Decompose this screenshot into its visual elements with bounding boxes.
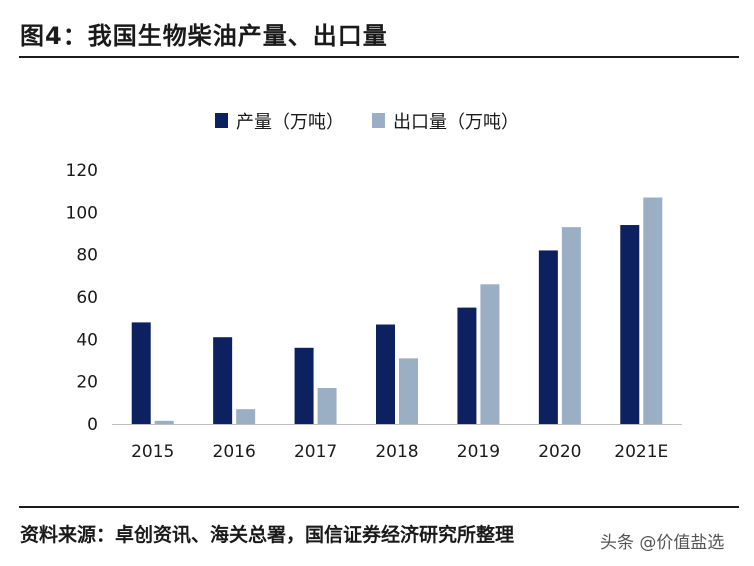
- x-tick-label-2016: 2016: [213, 442, 256, 462]
- bar-export-2019: [480, 284, 500, 424]
- x-tick-label-2017: 2017: [294, 442, 337, 462]
- title-rule: [19, 56, 739, 58]
- bar-production-2019: [457, 307, 477, 424]
- y-tick-label-100: 100: [66, 203, 98, 223]
- legend-label-export: 出口量（万吨）: [393, 112, 519, 133]
- watermark: 头条 @价值盐选: [600, 533, 725, 553]
- bar-export-2016: [236, 409, 256, 424]
- bar-production-2015: [131, 322, 151, 424]
- x-axis: 2015 2016 2017 2018 2019 2020 2021E: [112, 424, 682, 462]
- x-tick-label-2019: 2019: [457, 442, 500, 462]
- legend-swatch-production: [215, 113, 228, 128]
- bar-production-2021E: [620, 225, 640, 424]
- figure-title: 图4：我国生物柴油产量、出口量: [20, 22, 388, 50]
- y-tick-label-120: 120: [66, 161, 98, 181]
- x-tick-label-2015: 2015: [131, 442, 174, 462]
- chart-legend: 产量（万吨） 出口量（万吨）: [215, 112, 519, 133]
- legend-label-production: 产量（万吨）: [236, 112, 344, 133]
- bar-production-2020: [538, 250, 558, 424]
- y-tick-label-0: 0: [87, 415, 98, 435]
- y-tick-label-80: 80: [76, 246, 98, 266]
- bar-export-2015: [154, 420, 174, 424]
- bar-production-2017: [294, 347, 314, 424]
- y-tick-label-60: 60: [76, 288, 98, 308]
- bar-export-2020: [561, 227, 581, 424]
- x-tick-label-2021E: 2021E: [614, 442, 668, 462]
- source-note: 资料来源：卓创资讯、海关总署，国信证券经济研究所整理: [20, 524, 515, 546]
- bar-export-2017: [317, 388, 337, 424]
- bar-export-2018: [399, 358, 418, 424]
- y-axis: 0 20 40 60 80 100 120: [66, 161, 98, 435]
- y-tick-label-20: 20: [76, 373, 98, 393]
- bar-production-2016: [213, 337, 233, 424]
- bar-export-2021E: [643, 197, 663, 424]
- x-tick-label-2018: 2018: [375, 442, 418, 462]
- y-tick-label-40: 40: [76, 330, 98, 350]
- bar-series: [131, 197, 663, 424]
- source-rule: [19, 506, 739, 508]
- x-tick-label-2020: 2020: [538, 442, 581, 462]
- legend-swatch-export: [372, 113, 385, 128]
- bar-production-2018: [376, 324, 395, 424]
